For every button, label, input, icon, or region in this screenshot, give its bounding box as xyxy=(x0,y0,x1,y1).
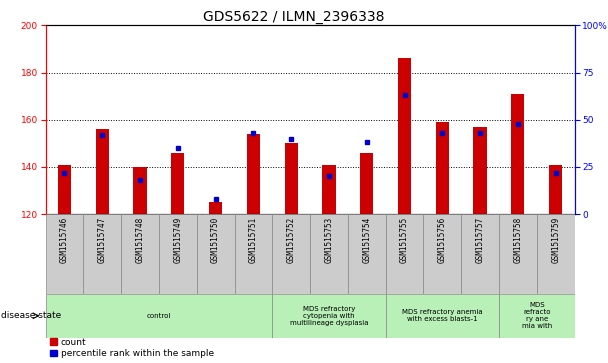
Bar xyxy=(121,214,159,294)
Bar xyxy=(499,294,575,338)
Bar xyxy=(499,214,537,294)
Bar xyxy=(474,127,487,214)
Bar xyxy=(95,129,109,214)
Text: GSM1515754: GSM1515754 xyxy=(362,217,371,263)
Bar xyxy=(436,122,449,214)
Text: GSM1515748: GSM1515748 xyxy=(136,217,145,263)
Bar xyxy=(171,153,184,214)
Title: GDS5622 / ILMN_2396338: GDS5622 / ILMN_2396338 xyxy=(204,11,385,24)
Bar xyxy=(235,214,272,294)
Bar xyxy=(159,214,197,294)
Bar xyxy=(461,214,499,294)
Bar xyxy=(58,164,71,214)
Text: MDS refractory anemia
with excess blasts-1: MDS refractory anemia with excess blasts… xyxy=(402,309,483,322)
Text: GSM1515758: GSM1515758 xyxy=(513,217,522,263)
Text: GSM1515756: GSM1515756 xyxy=(438,217,447,263)
Bar xyxy=(348,214,385,294)
Bar xyxy=(511,94,525,214)
Bar xyxy=(385,294,499,338)
Text: MDS
refracto
ry ane
mia with: MDS refracto ry ane mia with xyxy=(522,302,552,329)
Text: control: control xyxy=(147,313,171,319)
Bar xyxy=(549,164,562,214)
Bar xyxy=(133,167,147,214)
Bar xyxy=(398,58,411,214)
Text: MDS refractory
cytopenia with
multilineage dysplasia: MDS refractory cytopenia with multilinea… xyxy=(290,306,368,326)
Text: GSM1515750: GSM1515750 xyxy=(211,217,220,263)
Bar xyxy=(285,143,298,214)
Bar xyxy=(360,153,373,214)
Bar xyxy=(272,214,310,294)
Legend: count, percentile rank within the sample: count, percentile rank within the sample xyxy=(50,338,214,359)
Text: GSM1515757: GSM1515757 xyxy=(475,217,485,263)
Text: GSM1515753: GSM1515753 xyxy=(325,217,333,263)
Text: GSM1515747: GSM1515747 xyxy=(98,217,107,263)
Bar xyxy=(423,214,461,294)
Bar xyxy=(272,294,385,338)
Text: GSM1515751: GSM1515751 xyxy=(249,217,258,263)
Bar xyxy=(247,134,260,214)
Text: GSM1515755: GSM1515755 xyxy=(400,217,409,263)
Bar xyxy=(209,202,223,214)
Text: GSM1515759: GSM1515759 xyxy=(551,217,560,263)
Text: GSM1515749: GSM1515749 xyxy=(173,217,182,263)
Bar xyxy=(385,214,423,294)
Text: disease state: disease state xyxy=(1,311,61,320)
Text: GSM1515752: GSM1515752 xyxy=(287,217,295,263)
Bar xyxy=(537,214,575,294)
Bar xyxy=(322,164,336,214)
Bar xyxy=(83,214,121,294)
Bar xyxy=(46,294,272,338)
Bar xyxy=(46,214,83,294)
Bar xyxy=(197,214,235,294)
Text: GSM1515746: GSM1515746 xyxy=(60,217,69,263)
Bar xyxy=(310,214,348,294)
